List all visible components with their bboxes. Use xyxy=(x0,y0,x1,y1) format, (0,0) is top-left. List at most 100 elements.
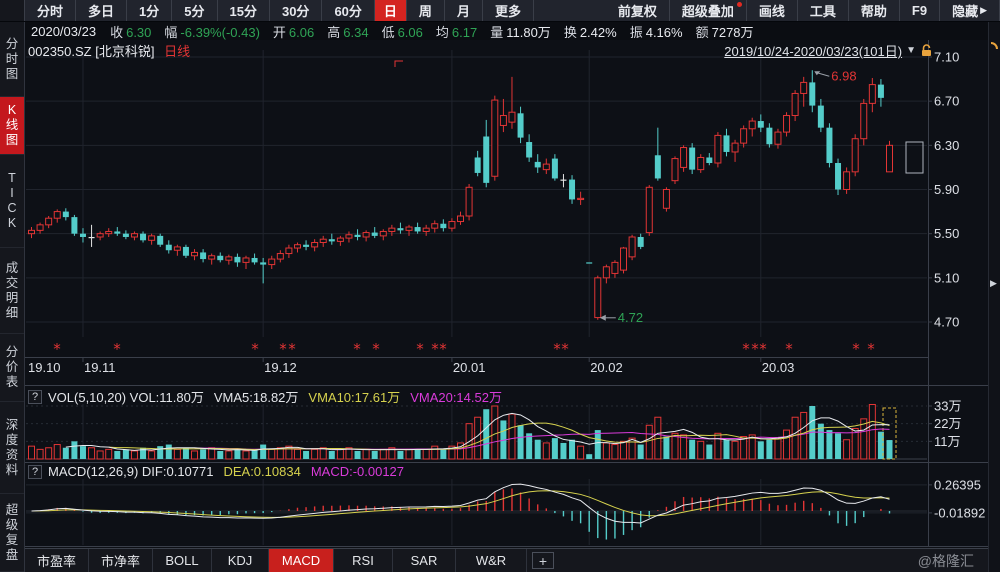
toolbar-item-period-4[interactable]: 15分 xyxy=(218,0,270,21)
svg-text:20.03: 20.03 xyxy=(762,360,795,375)
sidebar-item-char: K xyxy=(7,216,17,230)
tab-RSI[interactable]: RSI xyxy=(334,549,393,572)
sidebar-item-6[interactable]: 超级复盘 xyxy=(0,494,24,572)
tab-MACD[interactable]: MACD xyxy=(269,549,334,572)
tab-市净率[interactable]: 市净率 xyxy=(89,549,153,572)
svg-text:7.10: 7.10 xyxy=(934,50,959,65)
sidebar-item-char: T xyxy=(8,171,16,185)
macd-layer xyxy=(31,483,891,540)
toolbar-item-period-0[interactable]: 分时 xyxy=(25,0,77,21)
sidebar-item-char: 深 xyxy=(5,417,19,432)
svg-text:*: * xyxy=(759,340,767,358)
svg-text:*: * xyxy=(113,340,121,358)
toolbar-item-period-5[interactable]: 30分 xyxy=(270,0,323,21)
toolbar-item-period-10[interactable]: 更多 xyxy=(483,0,534,21)
chevron-down-icon[interactable]: ▼ xyxy=(906,45,916,56)
toolbar-item-period-3[interactable]: 5分 xyxy=(172,0,218,21)
toolbar-item-period-9[interactable]: 月 xyxy=(445,0,483,21)
pin-icon[interactable] xyxy=(991,42,998,49)
toolbar-item-tool-5[interactable]: F9 xyxy=(900,0,941,21)
volume-pane-header: ? VOL(5,10,20) VOL:11.80万 VMA5:18.82万 VM… xyxy=(28,387,512,406)
quote-stats-bar: 2020/03/23 收 6.30 幅 -6.39%(-0.43) 开 6.06 高 6.34… xyxy=(25,22,1000,40)
tab-SAR[interactable]: SAR xyxy=(393,549,456,572)
sidebar-item-char: 度 xyxy=(5,432,19,447)
toolbar-item-tool-6[interactable]: 隐藏 ▶ xyxy=(940,0,1000,21)
stat-label: 换 xyxy=(563,24,577,40)
date-range-text[interactable]: 2019/10/24-2020/03/23(101日) xyxy=(724,44,903,59)
svg-text:*: * xyxy=(353,340,361,358)
expand-panel-arrow[interactable]: ▶ xyxy=(990,278,997,288)
stat-label: 量 xyxy=(490,24,504,40)
stat-5: 均 6.17 xyxy=(436,22,477,41)
svg-text:6.98: 6.98 xyxy=(831,68,856,83)
stat-3: 高 6.34 xyxy=(327,22,368,41)
sidebar-item-char: 价 xyxy=(5,360,19,374)
svg-text:5.10: 5.10 xyxy=(934,270,959,285)
sidebar-item-0[interactable]: 分时图 xyxy=(0,22,24,97)
sidebar-item-char: 料 xyxy=(5,462,19,477)
sidebar-item-char: C xyxy=(7,201,17,215)
symbol-name: [北京科锐] xyxy=(95,44,155,59)
tab-W&R[interactable]: W&R xyxy=(456,549,527,572)
sidebar-item-char: 明 xyxy=(5,290,19,305)
stat-value: 6.17 xyxy=(451,24,478,40)
symbol-code: 002350.SZ xyxy=(28,44,92,59)
stat-value: -6.39%(-0.43) xyxy=(180,24,260,40)
svg-text:19.11: 19.11 xyxy=(84,360,116,375)
stat-4: 低 6.06 xyxy=(382,22,423,41)
toolbar-item-tool-2[interactable]: 画线 xyxy=(747,0,798,21)
toolbar-spacer xyxy=(534,0,606,21)
sidebar-item-char: 线 xyxy=(5,118,19,132)
stat-9: 额 7278万 xyxy=(696,22,754,41)
stat-value: 11.80万 xyxy=(506,24,551,40)
sidebar-item-char: 级 xyxy=(5,517,19,532)
toolbar-item-period-1[interactable]: 多日 xyxy=(76,0,128,21)
svg-text:*: * xyxy=(431,340,439,358)
help-icon[interactable]: ? xyxy=(28,464,42,479)
toolbar-item-period-2[interactable]: 1分 xyxy=(127,0,173,21)
sidebar-item-4[interactable]: 分价表 xyxy=(0,334,24,402)
indicator-tabs: 市盈率 市净率 BOLL KDJ MACD RSI SAR W&R xyxy=(25,549,527,572)
sidebar-item-char: 复 xyxy=(5,532,19,547)
toolbar-item-tool-0[interactable]: 前复权 xyxy=(606,0,670,21)
stat-value: 6.06 xyxy=(288,24,315,40)
tab-BOLL[interactable]: BOLL xyxy=(153,549,212,572)
dea-value: DEA:0.10834 xyxy=(223,464,301,479)
tool-menu-group: 前复权 超级叠加 画线 工具 帮助 F9 隐藏 ▶ xyxy=(606,0,1000,21)
sidebar-item-5[interactable]: 深度资料 xyxy=(0,402,24,494)
add-indicator-button[interactable]: + xyxy=(532,552,554,569)
svg-text:*: * xyxy=(416,340,424,358)
sidebar-item-char: 交 xyxy=(5,275,19,290)
macd-pane-header: ? MACD(12,26,9) DIF:0.10771 DEA:0.10834 … xyxy=(28,464,414,479)
toolbar-item-period-6[interactable]: 60分 xyxy=(322,0,375,21)
tab-市盈率[interactable]: 市盈率 xyxy=(25,549,89,572)
svg-text:*: * xyxy=(251,340,259,358)
toolbar-item-tool-1[interactable]: 超级叠加 xyxy=(670,0,747,21)
svg-text:5.50: 5.50 xyxy=(934,226,959,241)
tabbar-spacer xyxy=(554,549,918,572)
right-scrollbar-strip[interactable]: ▶ xyxy=(988,22,1000,572)
stat-8: 振 4.16% xyxy=(630,22,683,41)
annotation-layer: 6.98 4.72 xyxy=(599,68,857,325)
toolbar-item-period-8[interactable]: 周 xyxy=(407,0,445,21)
unlock-icon[interactable] xyxy=(921,44,932,57)
svg-text:*: * xyxy=(279,340,287,358)
toolbar-item-period-7[interactable]: 日 xyxy=(374,0,407,21)
tab-KDJ[interactable]: KDJ xyxy=(212,549,269,572)
svg-text:5.90: 5.90 xyxy=(934,182,959,197)
date-range-selector[interactable]: 2019/10/24-2020/03/23(101日) ▼ xyxy=(640,41,932,60)
vma10-value: VMA10:17.61万 xyxy=(308,390,401,405)
svg-text:19.12: 19.12 xyxy=(264,360,297,375)
toolbar-item-tool-4[interactable]: 帮助 xyxy=(849,0,900,21)
volume-layer xyxy=(28,404,897,460)
sidebar-item-3[interactable]: 成交明细 xyxy=(0,248,24,334)
svg-text:*: * xyxy=(785,340,793,358)
period-tab-group: 分时 多日 1分 5分 15分 30分 60分日周月更多 xyxy=(25,0,534,21)
toolbar-item-tool-3[interactable]: 工具 xyxy=(798,0,849,21)
help-icon[interactable]: ? xyxy=(28,389,42,404)
sidebar-item-char: 超 xyxy=(5,502,19,517)
